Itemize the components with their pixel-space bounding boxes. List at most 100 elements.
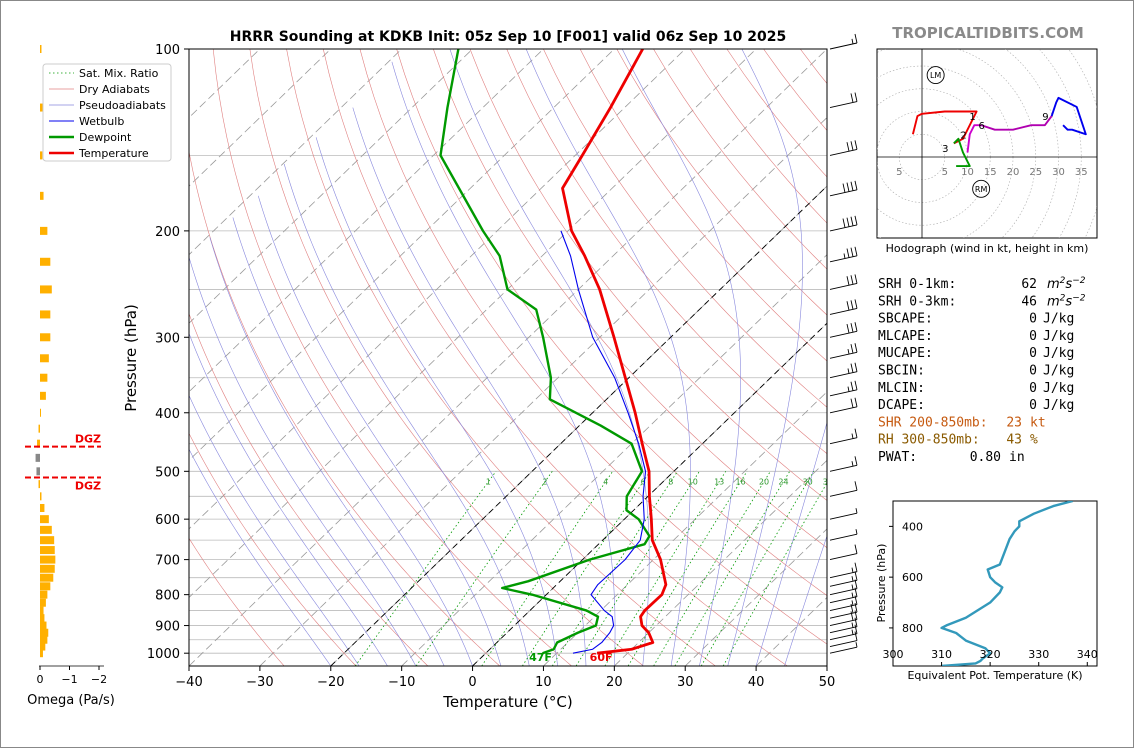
stat-unit: J/kg — [1043, 329, 1074, 344]
mixing-ratio-label: 24 — [778, 478, 788, 487]
chart-title: HRRR Sounding at KDKB Init: 05z Sep 10 [… — [230, 29, 786, 45]
mixing-ratio-label: 20 — [759, 478, 769, 487]
surface-labels: 47F 60F — [529, 651, 612, 664]
legend-entry: Wetbulb — [79, 115, 124, 128]
barb-staff — [829, 571, 858, 579]
x-tick-label: −30 — [246, 675, 273, 690]
wind-barb — [829, 180, 858, 197]
pseudoadiabat — [283, 163, 530, 666]
barb-half — [851, 584, 854, 590]
wind-barb — [829, 380, 858, 397]
barb-half — [847, 348, 850, 355]
barb-flag — [854, 456, 858, 466]
omega-bar — [40, 525, 52, 534]
barb-staff — [829, 42, 858, 50]
y-tick-label: 700 — [155, 554, 180, 569]
stat-value: 0 — [1029, 381, 1037, 396]
isotherm-line — [401, 254, 827, 666]
omega-bar — [35, 453, 40, 462]
hodograph-segment — [953, 137, 971, 168]
omega-tick-label: −1 — [61, 673, 77, 686]
barb-flag — [854, 617, 858, 627]
stat-label: SBCIN: — [878, 364, 925, 379]
barb-staff — [829, 255, 858, 263]
theta-e-profile — [940, 501, 1074, 666]
omega-bar — [38, 424, 40, 433]
dry-adiabat — [286, 49, 716, 666]
barb-half — [851, 461, 854, 467]
hodograph-height-label: 9 — [1042, 112, 1048, 123]
barb-flag — [854, 33, 858, 44]
barb-flag — [846, 276, 850, 286]
barb-flag — [846, 323, 850, 334]
mixing-ratio-line — [604, 471, 727, 666]
isotherm-line — [684, 528, 827, 666]
omega-bar — [36, 467, 40, 476]
omega-bar — [37, 439, 40, 448]
x-tick-label: −20 — [317, 675, 344, 690]
theta-e-ytick-label: 600 — [902, 571, 923, 584]
stat-label: MUCAPE: — [878, 346, 933, 361]
wind-barb — [829, 246, 858, 263]
hodograph-ring-label: 15 — [984, 167, 997, 178]
barb-flag — [842, 183, 846, 193]
wind-barb — [829, 397, 858, 414]
dgz-label: DGZ — [75, 480, 101, 493]
mixing-ratio-line — [522, 471, 651, 666]
stat-unit: m2s−2 — [1047, 293, 1086, 309]
stat-unit: J/kg — [1043, 346, 1074, 361]
barb-staff — [829, 611, 858, 619]
barb-flag — [854, 180, 858, 190]
wind-barb — [829, 362, 858, 379]
omega-bar — [40, 257, 51, 266]
dry-adiabat — [616, 49, 827, 316]
barb-flag — [846, 182, 850, 192]
dgz-label: DGZ — [75, 433, 101, 446]
stat-label: MLCIN: — [878, 381, 925, 396]
hodograph-ring-label: 10 — [961, 167, 974, 178]
omega-bar — [40, 408, 41, 417]
barb-flag — [842, 218, 846, 228]
x-tick-label: 20 — [606, 675, 623, 690]
barb-staff — [829, 533, 858, 541]
skewt-ylabel: Pressure (hPa) — [122, 304, 140, 412]
hodograph-segment — [1050, 96, 1087, 136]
wind-barb — [829, 571, 858, 587]
barb-flag — [854, 481, 858, 491]
mixing-ratio-line — [627, 471, 748, 666]
hodograph-plot: 5 5 10 15 20 25 30 35 12 3 6 9 LM RM — [877, 49, 1097, 238]
barb-staff — [829, 512, 858, 520]
theta-e-xtick-label: 330 — [1028, 648, 1049, 661]
omega-bar — [40, 391, 46, 400]
wind-barb — [829, 617, 858, 634]
barb-staff — [829, 101, 858, 108]
omega-bar — [40, 564, 55, 573]
pseudoadiabat — [189, 332, 388, 666]
zero-isotherm — [472, 322, 827, 666]
legend-entry: Dry Adiabats — [79, 83, 150, 96]
wind-barb — [829, 642, 858, 654]
wind-barb — [829, 562, 858, 579]
wind-barb — [829, 481, 858, 497]
mixing-ratio-line — [653, 471, 771, 666]
pseudoadiabat — [315, 137, 558, 666]
barb-staff — [829, 553, 858, 561]
stat-label: SRH 0-3km: — [878, 294, 956, 309]
barb-flag — [850, 323, 854, 333]
pseudoadiabat — [232, 217, 473, 666]
barb-flag — [850, 300, 854, 310]
y-tick-label: 900 — [155, 620, 180, 635]
theta-e-xtick-label: 320 — [980, 648, 1001, 661]
omega-bar — [40, 503, 45, 512]
minus20-isotherm — [330, 185, 827, 666]
mixing-ratio-label: 2 — [542, 478, 547, 487]
barb-half — [851, 622, 854, 628]
omega-bar — [40, 649, 43, 658]
pseudoadiabat — [189, 394, 360, 666]
y-tick-label: 200 — [155, 225, 180, 240]
barb-staff — [829, 330, 858, 338]
omega-bar — [40, 606, 44, 615]
omega-bar — [40, 555, 56, 564]
mixing-ratio-line — [481, 471, 614, 666]
barb-flag — [854, 322, 858, 332]
